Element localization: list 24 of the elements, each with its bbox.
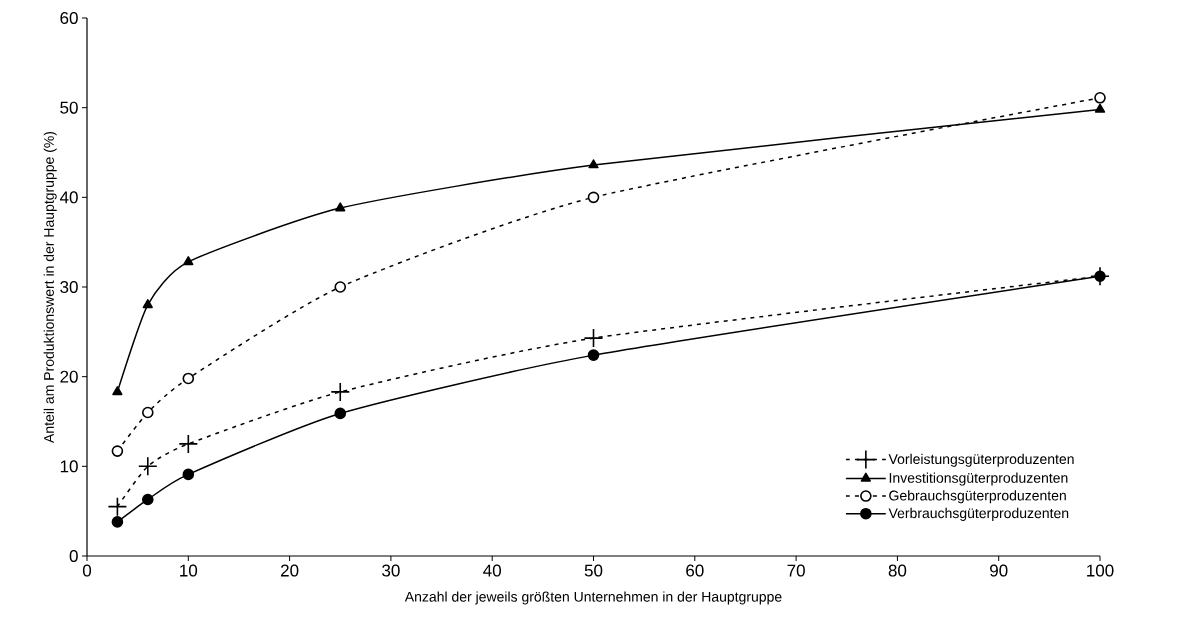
y-tick-label: 60 bbox=[60, 11, 78, 25]
y-tick-label: 10 bbox=[60, 460, 78, 473]
legend-label: Gebrauchsgüterproduzenten bbox=[889, 490, 1066, 504]
y-tick-label: 0 bbox=[69, 549, 78, 563]
x-tick-label: 50 bbox=[584, 564, 603, 577]
legend-label: Investitionsgüterproduzenten bbox=[889, 472, 1068, 486]
x-tick-label: 60 bbox=[686, 564, 704, 577]
x-tick-label: 90 bbox=[990, 564, 1008, 577]
legend-label: Vorleistungsgüterproduzenten bbox=[888, 453, 1074, 467]
y-tick-label: 50 bbox=[60, 101, 78, 114]
y-tick-label: 40 bbox=[59, 191, 78, 204]
x-tick-label: 0 bbox=[82, 564, 92, 577]
x-tick-label: 10 bbox=[180, 564, 198, 577]
x-tick-label: 30 bbox=[382, 564, 400, 577]
x-tick-label: 40 bbox=[483, 564, 501, 577]
x-tick-label: 80 bbox=[888, 564, 907, 577]
y-tick-label: 30 bbox=[60, 280, 78, 294]
y-axis-title: Anteil am Produktionswert in der Hauptgruppe (%) bbox=[43, 131, 57, 443]
y-tick-label: 20 bbox=[60, 370, 78, 383]
x-axis-title: Anzahl der jeweils größten Unternehmen in der Hauptgruppe bbox=[404, 591, 782, 605]
legend-label: Verbrauchsgüterproduzenten bbox=[888, 507, 1069, 521]
x-tick-label: 20 bbox=[281, 564, 299, 577]
x-tick-label: 70 bbox=[787, 564, 805, 577]
x-tick-label: 100 bbox=[1087, 564, 1114, 577]
